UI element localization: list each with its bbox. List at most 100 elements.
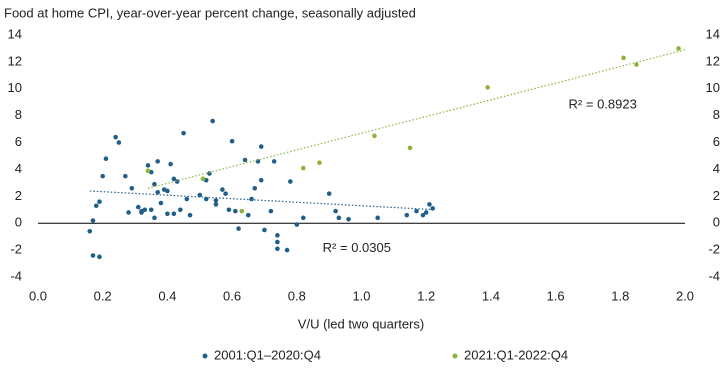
point	[252, 185, 258, 191]
point	[317, 160, 322, 166]
point	[165, 211, 170, 217]
y2-tick-label: 8	[713, 107, 720, 122]
point	[258, 144, 264, 149]
point	[145, 163, 151, 168]
x-tick-label: 1.4	[482, 288, 500, 303]
x-tick-label: 0.4	[158, 288, 176, 303]
point	[210, 118, 215, 124]
y2-tick-label: -2	[708, 242, 720, 257]
x-tick-label: 0.0	[29, 288, 47, 303]
point	[197, 192, 203, 198]
x-tick-label: 2.0	[676, 288, 694, 303]
trend-line	[147, 49, 686, 189]
y2-tick-label: -4	[708, 268, 720, 283]
y2-tick-label: 12	[706, 53, 720, 68]
point	[152, 215, 157, 221]
point	[375, 215, 380, 221]
y-tick-label: 12	[8, 53, 22, 68]
y-tick-label: 4	[15, 161, 22, 176]
legend-marker	[202, 353, 208, 359]
point	[174, 179, 180, 184]
point	[407, 145, 413, 151]
legend-label: 2001:Q1–2020:Q4	[214, 347, 321, 362]
point	[485, 85, 490, 90]
point	[275, 246, 280, 252]
point	[97, 199, 102, 205]
point	[427, 202, 432, 207]
point	[171, 211, 177, 217]
point	[423, 210, 429, 215]
point	[300, 165, 306, 171]
point	[155, 159, 160, 164]
point	[430, 206, 435, 211]
point	[220, 187, 225, 192]
legend-marker	[452, 353, 458, 359]
point	[103, 156, 109, 161]
point	[634, 62, 639, 67]
y-tick-label: 10	[8, 80, 22, 95]
point	[233, 208, 238, 214]
y2-tick-label: 4	[713, 161, 720, 176]
point	[284, 247, 290, 253]
point	[184, 196, 190, 202]
point	[123, 173, 128, 179]
x-tick-label: 0.8	[288, 288, 306, 303]
point	[236, 226, 241, 231]
point	[333, 208, 338, 214]
y2-tick-label: 0	[713, 215, 720, 230]
trend-line	[89, 190, 436, 211]
y2-tick-label: 2	[713, 188, 720, 203]
point	[155, 190, 160, 195]
y-tick-label: 6	[15, 134, 22, 149]
point	[372, 133, 377, 139]
point	[97, 254, 102, 260]
point	[300, 215, 306, 221]
legend-label: 2021:Q1-2022:Q4	[464, 347, 568, 362]
y-tick-label: 0	[15, 215, 22, 230]
point	[187, 212, 193, 218]
point	[404, 212, 410, 218]
point	[258, 177, 264, 183]
point	[90, 218, 96, 223]
point	[420, 212, 426, 218]
point	[181, 130, 186, 136]
point	[126, 210, 131, 215]
point	[294, 222, 300, 227]
y-tick-label: 2	[15, 188, 22, 203]
x-axis-label: V/U (led two quarters)	[298, 316, 424, 331]
point	[203, 196, 209, 202]
point	[200, 176, 206, 182]
point	[213, 198, 219, 203]
point	[326, 191, 332, 196]
x-tick-label: 1.6	[547, 288, 565, 303]
point	[145, 168, 151, 174]
point	[113, 134, 118, 140]
point	[262, 227, 267, 233]
y2-tick-label: 6	[713, 134, 720, 149]
point	[139, 210, 144, 215]
point	[239, 208, 245, 214]
point	[346, 216, 351, 222]
point	[288, 179, 293, 184]
y-tick-label: 14	[8, 26, 22, 41]
chart-title: Food at home CPI, year-over-year percent…	[4, 5, 416, 20]
point	[148, 207, 154, 213]
point	[249, 196, 254, 202]
point	[87, 228, 93, 234]
point	[90, 253, 96, 258]
point	[116, 140, 122, 145]
point	[336, 215, 342, 221]
y-tick-label: -4	[10, 268, 22, 283]
x-tick-label: 1.2	[417, 288, 435, 303]
point	[178, 207, 183, 213]
annotation: R² = 0.0305	[323, 240, 391, 255]
point	[271, 159, 277, 164]
x-tick-label: 0.6	[223, 288, 241, 303]
point	[229, 138, 235, 144]
point	[152, 181, 157, 187]
point	[158, 200, 164, 206]
point	[242, 157, 248, 163]
point	[226, 207, 232, 213]
point	[245, 212, 251, 218]
